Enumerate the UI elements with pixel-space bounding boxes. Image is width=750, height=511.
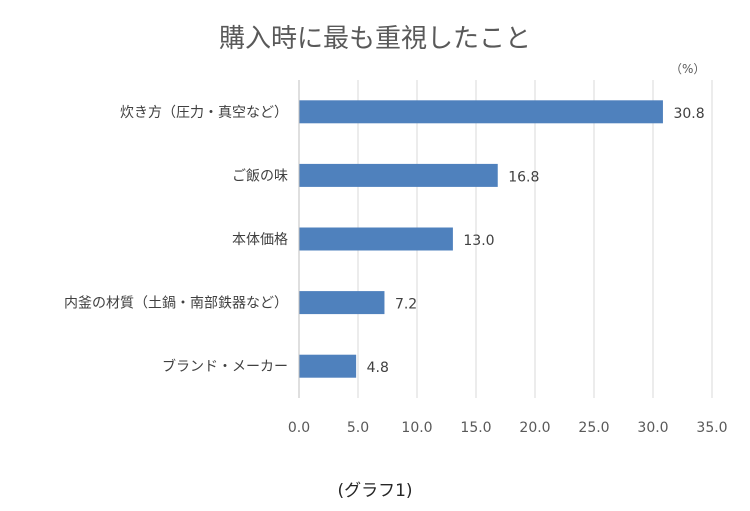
category-label: 内釜の材質（土鍋・南部鉄器など） — [64, 296, 288, 312]
chart-title: 購入時に最も重視したこと — [218, 24, 531, 54]
value-label: 30.8 — [673, 106, 704, 122]
x-tick-label: 25.0 — [578, 420, 609, 436]
x-tick-label: 20.0 — [519, 420, 550, 436]
bar — [299, 100, 663, 124]
bar — [299, 163, 498, 187]
bar — [299, 291, 385, 315]
x-tick-label: 0.0 — [288, 420, 310, 436]
x-tick-label: 5.0 — [347, 420, 369, 436]
bar — [299, 354, 357, 378]
x-tick-label: 35.0 — [696, 420, 727, 436]
unit-label: （%） — [670, 62, 706, 76]
value-label: 7.2 — [395, 297, 417, 313]
value-label: 16.8 — [508, 169, 539, 185]
x-tick-label: 30.0 — [637, 420, 668, 436]
x-tick-label: 10.0 — [401, 420, 432, 436]
category-label: 本体価格 — [232, 232, 288, 248]
value-label: 13.0 — [463, 233, 494, 249]
bar — [299, 227, 453, 251]
category-label: ご飯の味 — [232, 167, 288, 184]
x-tick-label: 15.0 — [460, 420, 491, 436]
category-label: ブランド・メーカー — [162, 358, 288, 375]
category-label: 炊き方（圧力・真空など） — [120, 105, 288, 121]
value-label: 4.8 — [367, 360, 389, 376]
chart-caption: (グラフ1) — [337, 481, 413, 501]
